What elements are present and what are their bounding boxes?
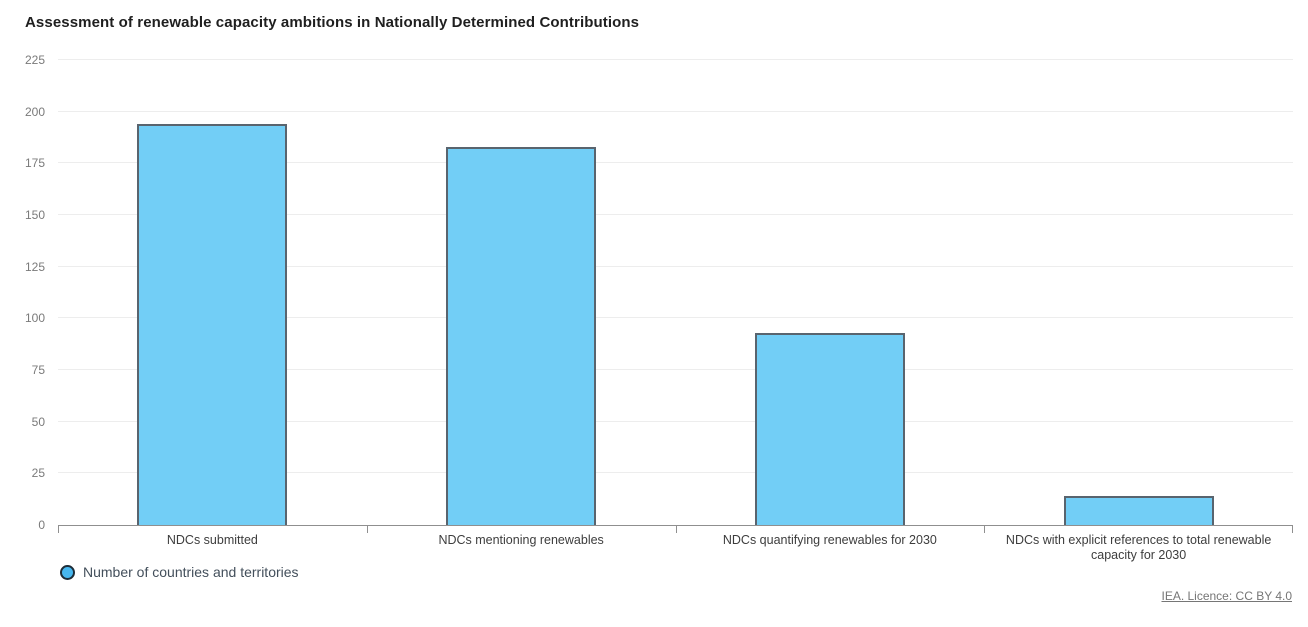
gridline — [58, 265, 1293, 267]
series-circle-icon — [60, 564, 75, 580]
y-axis-tick-label: 100 — [24, 311, 45, 326]
category-label: NDCs submitted — [166, 533, 258, 547]
category-label: NDCs with explicit references to total r… — [1005, 533, 1272, 562]
gridline — [58, 420, 1293, 422]
y-axis-tick-label: 25 — [31, 466, 45, 481]
gridline — [58, 317, 1293, 319]
iea-licence-link[interactable]: IEA. Licence: CC BY 4.0 — [1161, 589, 1292, 603]
gridline — [58, 110, 1293, 112]
gridline — [58, 59, 1293, 60]
y-axis-tick-label: 225 — [24, 53, 45, 67]
gridline — [58, 214, 1293, 216]
plot-area — [58, 59, 1293, 533]
category-label: NDCs quantifying renewables for 2030 — [722, 533, 937, 547]
gridline — [58, 369, 1293, 371]
chart-title: Assessment of renewable capacity ambitio… — [25, 14, 640, 31]
y-axis-tick-label: 125 — [24, 259, 45, 274]
x-axis-tick — [984, 525, 986, 533]
y-axis-tick-label: 0 — [38, 518, 45, 532]
x-axis-tick — [1292, 525, 1293, 533]
bar-4[interactable] — [1063, 496, 1214, 525]
category-label: NDCs mentioning renewables — [438, 533, 604, 547]
x-axis-tick — [366, 525, 368, 533]
bar-1[interactable] — [137, 124, 288, 525]
y-axis-tick-label: 50 — [31, 414, 45, 429]
gridline — [58, 472, 1293, 474]
gridline — [58, 162, 1293, 164]
legend-label: Number of countries and territories — [83, 564, 299, 580]
x-axis-tick — [675, 525, 677, 533]
bar-2[interactable] — [446, 146, 597, 525]
legend-item[interactable]: Number of countries and territories — [60, 564, 299, 580]
bar-3[interactable] — [754, 332, 905, 525]
x-axis-tick — [58, 525, 59, 533]
y-axis-tick-label: 200 — [24, 104, 45, 119]
y-axis-tick-label: 150 — [24, 208, 45, 222]
y-axis-tick-label: 75 — [31, 363, 45, 377]
y-axis-tick-label: 175 — [24, 156, 45, 171]
